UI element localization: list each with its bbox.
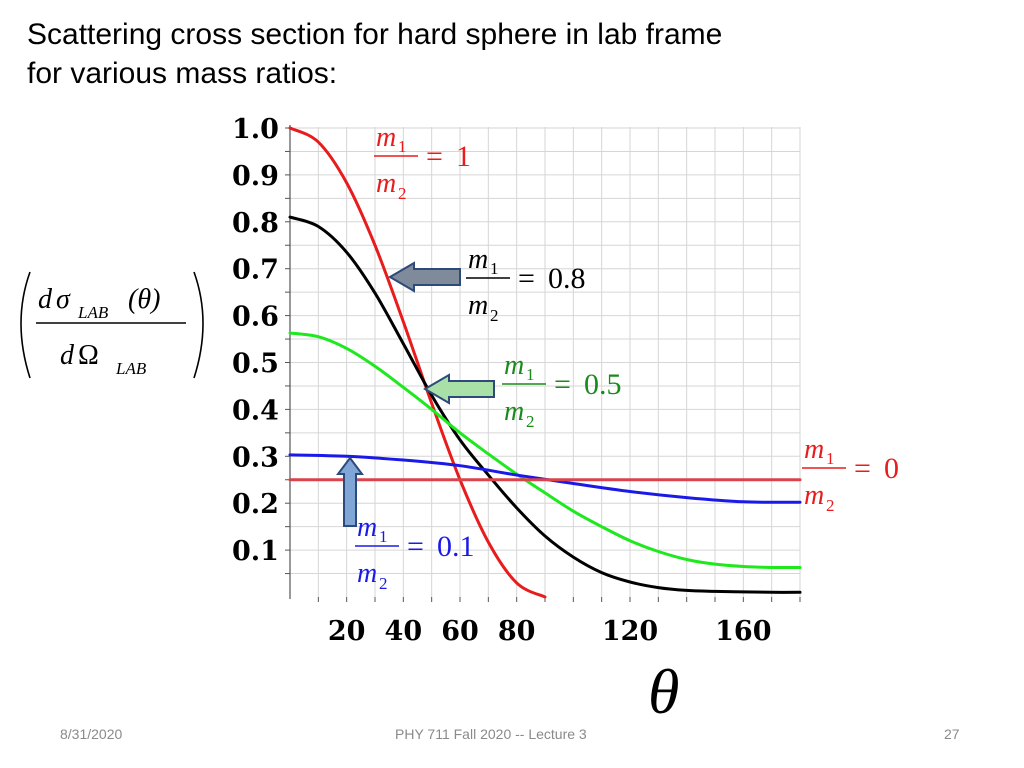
y-tick-label: 1.0 [232, 114, 279, 145]
series-line-0 [288, 126, 547, 599]
annotation-value: 1 [456, 140, 471, 173]
slide-title-line-2: for various mass ratios: [27, 57, 338, 90]
y-tick-label: 0.7 [232, 255, 279, 286]
annotation-numerator-sub: 1 [826, 449, 835, 468]
annotation-numerator-sub: 1 [490, 259, 499, 278]
arrow-to-blue-curve [336, 456, 364, 527]
y-tick-label: 0.4 [232, 395, 279, 426]
y-tick-label: 0.2 [232, 489, 279, 520]
x-axis-label: θ [648, 656, 679, 727]
x-tick-label: 60 [441, 616, 479, 647]
annotation-numerator: m [504, 350, 524, 381]
y-tick-label: 0.6 [232, 302, 279, 333]
y-tick-label: 0.3 [232, 442, 279, 473]
annotation-numerator: m [804, 434, 824, 465]
annotation-equals: = [554, 368, 571, 401]
annotation-equals: = [518, 262, 535, 295]
annotation-numerator: m [468, 244, 488, 275]
footer-page-number: 27 [944, 726, 960, 742]
y-label-num-arg: (θ) [128, 284, 160, 315]
annotation-denominator: m [804, 480, 824, 511]
y-label-num-d: d [38, 284, 53, 315]
annotation-numerator-sub: 1 [398, 137, 407, 156]
x-tick-label: 160 [715, 616, 771, 647]
annotation-numerator: m [376, 122, 396, 153]
annotation-denominator: m [468, 290, 488, 321]
annotation-denominator-sub: 2 [490, 306, 499, 325]
x-tick-label: 80 [498, 616, 536, 647]
x-tick-label: 40 [385, 616, 423, 647]
y-label-num-sub: LAB [77, 303, 109, 322]
annotation-value: 0.5 [584, 368, 622, 401]
annotation-equals: = [426, 140, 443, 173]
y-label-den-d: d [60, 340, 75, 371]
annotation-denominator: m [357, 558, 377, 589]
annotation-denominator-sub: 2 [826, 496, 835, 515]
y-label-den-omega: Ω [78, 340, 99, 371]
annotation-numerator-sub: 1 [379, 527, 388, 546]
y-label-left-paren [20, 271, 31, 379]
annotation-value: 0 [884, 452, 899, 485]
chart-tick-labels: 0.10.20.30.40.50.60.70.80.91.020 40 60 80 12… [232, 114, 772, 647]
footer-course: PHY 711 Fall 2020 -- Lecture 3 [395, 726, 587, 742]
y-label-den-sub: LAB [115, 359, 147, 378]
chart-series [288, 126, 802, 599]
y-axis-label: d σ LAB (θ) d Ω LAB [20, 271, 204, 379]
arrow-to-black-curve [388, 261, 461, 293]
chart-grid [290, 127, 801, 597]
y-label-num-sigma: σ [56, 284, 71, 315]
annotation-numerator: m [357, 512, 377, 543]
footer-date: 8/31/2020 [60, 726, 123, 742]
y-tick-label: 0.5 [232, 349, 279, 380]
chart-arrows [336, 261, 495, 527]
annotation-mass-ratio-a01: m 1m 2= 0.1 [355, 512, 475, 593]
annotation-mass-ratio-a1: m 1m 2= 1 [374, 122, 471, 203]
annotation-equals: = [854, 452, 871, 485]
annotation-denominator-sub: 2 [379, 574, 388, 593]
chart-axes [285, 125, 801, 602]
y-tick-label: 0.9 [232, 161, 279, 192]
x-tick-label: 120 [602, 616, 658, 647]
slide-title-line-1: Scattering cross section for hard sphere… [27, 18, 723, 51]
annotation-denominator: m [504, 396, 524, 427]
annotation-denominator-sub: 2 [398, 184, 407, 203]
arrow-to-green-curve [423, 373, 495, 405]
series-line-2 [288, 331, 802, 570]
annotation-mass-ratio-a0: m 1m 2= 0 [802, 434, 899, 515]
x-tick-label: 20 [328, 616, 366, 647]
chart-annotations: m 1m 2= 1m 1m 2= 0.8m 1m 2= 0.5m 1m 2= 0m 1m 2= 0.1 [355, 122, 899, 593]
annotation-mass-ratio-a08: m 1m 2= 0.8 [466, 244, 586, 325]
series-line-1 [288, 215, 802, 594]
y-tick-label: 0.1 [232, 536, 279, 567]
annotation-value: 0.1 [437, 530, 475, 563]
annotation-equals: = [407, 530, 424, 563]
y-label-right-paren [193, 271, 204, 379]
annotation-numerator-sub: 1 [526, 365, 535, 384]
y-tick-label: 0.8 [232, 208, 279, 239]
annotation-value: 0.8 [548, 262, 586, 295]
annotation-denominator: m [376, 168, 396, 199]
annotation-mass-ratio-a05: m 1m 2= 0.5 [502, 350, 622, 431]
annotation-denominator-sub: 2 [526, 412, 535, 431]
